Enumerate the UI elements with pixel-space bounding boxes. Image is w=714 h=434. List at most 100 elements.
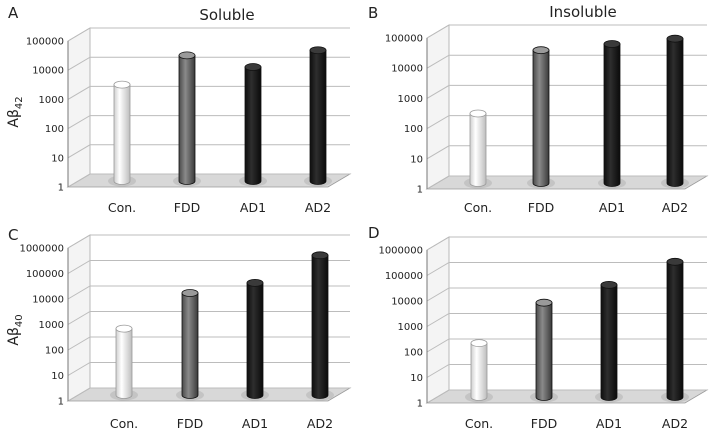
x-category-label: FDD: [531, 416, 557, 431]
bar-body: [535, 302, 553, 401]
gridline: [426, 389, 707, 404]
bar-ad1: [241, 278, 269, 401]
y-tick-label: 100000: [26, 37, 64, 48]
y-tick-label: 1000000: [378, 246, 423, 257]
bar-top: [181, 289, 199, 297]
chart-left-wall: [67, 27, 91, 188]
y-tick-label: 100000: [385, 34, 423, 45]
y-tick-label: 100000: [26, 269, 64, 280]
bar-body: [600, 284, 618, 401]
x-category-label: AD1: [599, 200, 625, 215]
bar-top: [311, 251, 329, 260]
gridline: [426, 24, 707, 39]
x-category-label: FDD: [528, 200, 554, 215]
y-tick-label: 1000: [39, 95, 64, 106]
bar-body: [115, 328, 133, 399]
gridline: [67, 144, 350, 159]
bar-body: [603, 43, 621, 187]
bar-top: [246, 278, 264, 287]
bar-top: [666, 257, 684, 266]
bar-top: [113, 80, 131, 89]
y-tick-label: 100: [404, 124, 423, 135]
y-tick-label: 1000: [398, 94, 423, 105]
x-category-label: FDD: [174, 200, 200, 215]
bar-top: [666, 34, 684, 43]
y-tick-label: 1: [417, 185, 423, 196]
bar-top: [600, 280, 618, 289]
panel-letter: A: [8, 4, 19, 22]
x-category-label: Con.: [110, 416, 138, 431]
x-category-label: AD2: [305, 200, 331, 215]
gridline: [426, 236, 707, 251]
y-tick-label: 100: [45, 346, 64, 357]
bar-fdd: [176, 289, 204, 401]
bar-con: [110, 324, 138, 401]
bar-ad2: [306, 251, 334, 401]
y-tick-label: 100: [45, 124, 64, 135]
bar-top: [535, 298, 553, 307]
gridline: [67, 285, 350, 300]
panel-b: B Insoluble 1 10 100 1000 10000 100000 Con. FDD AD…: [368, 3, 709, 215]
bar-ad1: [595, 280, 623, 403]
bar-fdd: [173, 51, 201, 187]
x-category-label: AD2: [662, 200, 688, 215]
y-tick-label: 10000: [32, 295, 64, 306]
bar-top: [309, 46, 327, 55]
bar-ad1: [598, 40, 626, 189]
y-tick-label: 10000: [391, 64, 423, 75]
gridline: [426, 364, 707, 378]
x-category-label: AD2: [662, 416, 688, 431]
y-tick-label: 10000: [32, 66, 64, 77]
x-category-label: Con.: [464, 200, 492, 215]
x-category-label: AD2: [307, 416, 333, 431]
panel-letter: D: [368, 224, 380, 242]
y-tick-label: 1: [58, 183, 64, 194]
y-tick-label: 1000000: [19, 244, 64, 255]
x-category-label: Con.: [108, 200, 136, 215]
panel-letter: C: [8, 226, 18, 244]
gridline: [67, 27, 350, 42]
bar-body: [309, 49, 327, 185]
gridline: [67, 115, 350, 130]
bar-con: [108, 80, 136, 187]
y-tick-label: 100: [404, 348, 423, 359]
gridline: [67, 85, 350, 100]
bar-ad1: [239, 63, 267, 187]
gridline: [67, 56, 350, 71]
gridline: [67, 234, 350, 249]
bar-ad2: [304, 46, 332, 187]
x-category-label: Con.: [465, 416, 493, 431]
y-tick-label: 10: [410, 154, 423, 165]
gridline: [67, 362, 350, 376]
gridline: [67, 173, 350, 188]
bar-body: [244, 66, 262, 185]
row-label-1: Aβ42: [6, 96, 25, 127]
y-tick-label: 10000: [391, 297, 423, 308]
bar-body: [532, 49, 550, 187]
bar-top: [603, 40, 621, 48]
bar-top: [470, 339, 488, 347]
bar-top: [244, 63, 262, 71]
bar-top: [532, 46, 550, 55]
bar-body: [470, 342, 488, 401]
y-tick-label: 100000: [385, 271, 423, 282]
gridline: [67, 311, 350, 325]
gridline: [426, 84, 707, 99]
panel-title: Soluble: [199, 6, 254, 24]
bar-con: [464, 109, 492, 189]
bar-top: [469, 109, 487, 118]
bar-body: [113, 84, 131, 185]
bar-fdd: [527, 46, 555, 189]
x-category-label: AD1: [240, 200, 266, 215]
gridline: [426, 338, 707, 353]
gridline: [426, 115, 707, 130]
gridline: [426, 54, 707, 69]
bar-body: [311, 254, 329, 399]
gridline: [67, 336, 350, 351]
y-tick-label: 10: [51, 153, 64, 164]
gridline: [67, 260, 350, 274]
x-category-label: FDD: [177, 416, 203, 431]
gridline: [426, 145, 707, 160]
panel-c: C 1 10 100 1000 10000 100000 1000000 Con. FDD AD1 A…: [8, 226, 352, 431]
